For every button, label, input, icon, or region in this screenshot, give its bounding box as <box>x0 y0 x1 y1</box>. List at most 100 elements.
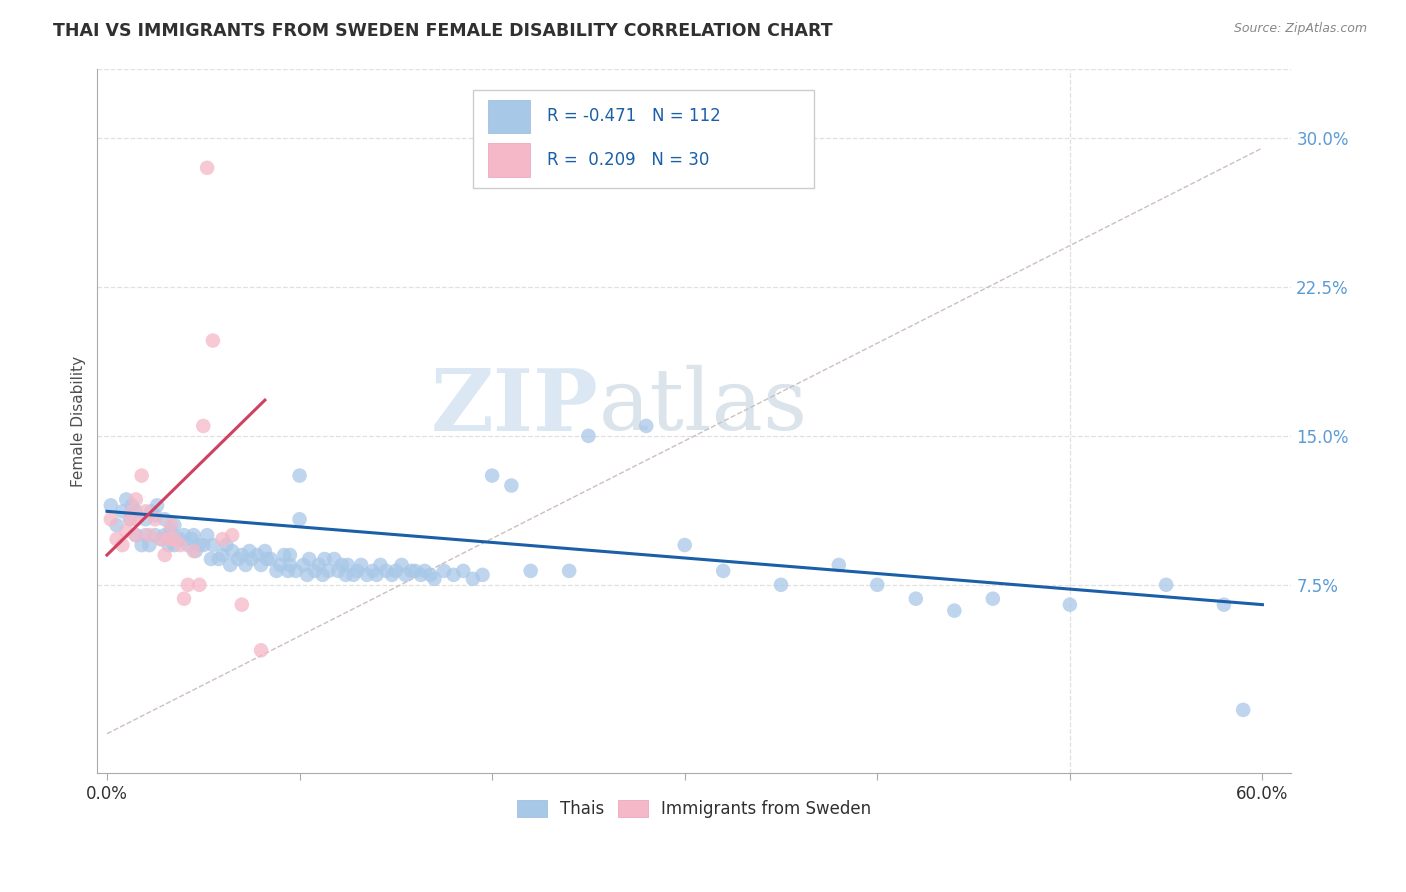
Point <box>1232 703 1254 717</box>
Point <box>375 564 398 578</box>
Point <box>260 552 283 566</box>
Point <box>131 538 153 552</box>
Point <box>180 532 202 546</box>
Point <box>138 528 160 542</box>
Point <box>673 538 696 552</box>
Point <box>131 468 153 483</box>
Point <box>125 492 148 507</box>
Point <box>121 499 143 513</box>
Point <box>250 643 273 657</box>
Y-axis label: Female Disability: Female Disability <box>72 355 86 486</box>
Point <box>330 558 353 572</box>
Point <box>394 567 416 582</box>
Point <box>173 528 195 542</box>
Text: THAI VS IMMIGRANTS FROM SWEDEN FEMALE DISABILITY CORRELATION CHART: THAI VS IMMIGRANTS FROM SWEDEN FEMALE DI… <box>53 22 832 40</box>
Point <box>115 524 138 538</box>
Point <box>177 538 200 552</box>
Point <box>769 578 792 592</box>
Point <box>146 499 169 513</box>
Point <box>200 552 222 566</box>
Point <box>157 538 180 552</box>
Point <box>342 567 364 582</box>
Point <box>311 567 333 582</box>
Point <box>183 544 205 558</box>
Point <box>356 567 378 582</box>
Point <box>149 532 172 546</box>
Point <box>138 538 160 552</box>
Point <box>100 499 122 513</box>
Point <box>314 552 336 566</box>
Point <box>323 552 346 566</box>
Point <box>134 512 156 526</box>
Point <box>125 528 148 542</box>
Point <box>153 512 176 526</box>
Text: R = -0.471   N = 112: R = -0.471 N = 112 <box>547 107 721 126</box>
Point <box>195 528 218 542</box>
Point <box>385 564 408 578</box>
Point <box>246 548 269 562</box>
Text: atlas: atlas <box>599 366 808 449</box>
Point <box>558 564 581 578</box>
Point <box>188 538 211 552</box>
Point <box>143 512 166 526</box>
Point <box>256 552 278 566</box>
Point <box>278 558 301 572</box>
FancyBboxPatch shape <box>488 144 530 178</box>
Point <box>433 564 456 578</box>
Point <box>100 512 122 526</box>
Point <box>866 578 889 592</box>
Point <box>169 538 191 552</box>
Point <box>215 538 238 552</box>
Point <box>153 528 176 542</box>
Point <box>253 544 276 558</box>
Point <box>288 468 311 483</box>
Point <box>240 552 263 566</box>
Point <box>115 492 138 507</box>
Point <box>231 598 253 612</box>
Text: Source: ZipAtlas.com: Source: ZipAtlas.com <box>1233 22 1367 36</box>
Point <box>201 334 224 348</box>
Point <box>981 591 1004 606</box>
Point <box>125 512 148 526</box>
Point <box>163 538 186 552</box>
Point <box>578 429 600 443</box>
Point <box>471 567 494 582</box>
Point <box>1154 578 1177 592</box>
Point <box>163 532 186 546</box>
Point <box>231 548 253 562</box>
Point <box>111 538 134 552</box>
Point <box>308 558 330 572</box>
Point <box>711 564 734 578</box>
Point <box>1213 598 1236 612</box>
Point <box>143 528 166 542</box>
Point <box>221 544 243 558</box>
Point <box>318 564 340 578</box>
Text: ZIP: ZIP <box>432 365 599 449</box>
Point <box>413 564 436 578</box>
Point <box>250 558 273 572</box>
Point <box>326 564 349 578</box>
Point <box>125 504 148 518</box>
Point <box>211 532 233 546</box>
Point <box>404 564 426 578</box>
Point <box>134 504 156 518</box>
Point <box>177 578 200 592</box>
Point <box>173 591 195 606</box>
Point <box>419 567 441 582</box>
Point <box>188 578 211 592</box>
Point <box>266 564 288 578</box>
Point <box>208 552 231 566</box>
Point <box>201 538 224 552</box>
Point <box>211 548 233 562</box>
Point <box>183 528 205 542</box>
Point <box>399 564 422 578</box>
Point <box>298 552 321 566</box>
Point <box>304 564 326 578</box>
Point <box>153 548 176 562</box>
Point <box>221 528 243 542</box>
Point <box>423 572 446 586</box>
FancyBboxPatch shape <box>474 90 814 188</box>
Point <box>184 544 207 558</box>
Point <box>288 512 311 526</box>
Point <box>105 518 128 533</box>
